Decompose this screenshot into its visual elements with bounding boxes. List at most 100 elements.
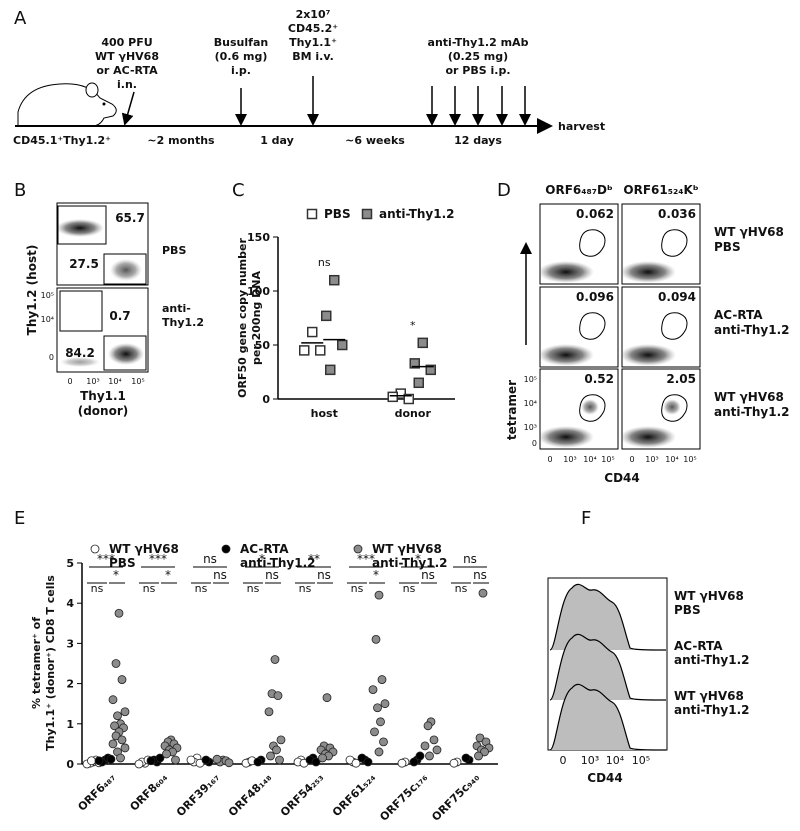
significance-label: ns (421, 568, 435, 582)
data-point (272, 745, 281, 755)
significance-label: ns (247, 582, 260, 595)
mouse-drawing (17, 83, 117, 127)
significance-label: * (165, 568, 171, 582)
legend-label: PBS (324, 207, 351, 221)
data-point (224, 758, 234, 768)
data-point (329, 274, 340, 286)
data-point (409, 358, 420, 369)
data-point (212, 754, 222, 764)
data-point (417, 337, 428, 349)
histogram-label: AC-RTA anti-Thy1.2 (674, 639, 750, 667)
data-point (311, 757, 321, 767)
panel-label: F (581, 508, 591, 529)
y-axis-label: Thy1.2 (host) (25, 245, 39, 336)
interval-label: 1 day (260, 134, 294, 147)
density-cloud (538, 344, 594, 366)
x-tick-label: 0 (547, 455, 552, 464)
data-point (368, 685, 378, 695)
data-point (351, 758, 361, 768)
data-point (155, 753, 165, 763)
legend-label: anti-Thy1.2 (379, 207, 455, 221)
significance-label: ns (351, 582, 364, 595)
timeline-start: CD45.1⁺Thy1.2⁺ (13, 134, 111, 147)
data-point (273, 691, 283, 701)
y-tick-label: 4 (66, 597, 74, 610)
gate (103, 335, 147, 371)
annotation: * (410, 319, 416, 332)
panel-label: B (14, 180, 26, 201)
data-point (374, 590, 384, 600)
x-tick-label: 10⁴ (665, 455, 678, 464)
density-cloud (663, 399, 681, 415)
gate (57, 205, 107, 245)
data-point (111, 659, 121, 668)
data-point (108, 739, 118, 749)
histogram (549, 583, 667, 651)
x-tick-label: 0 (67, 377, 72, 386)
density-cloud (538, 261, 594, 283)
x-tick-label: 10⁵ (683, 455, 696, 464)
significance-label: *** (357, 552, 375, 566)
significance-label: ns (455, 582, 468, 595)
data-point (397, 758, 407, 768)
timeline-end: harvest (558, 120, 605, 133)
y-tick-label: 0 (532, 439, 537, 448)
data-point (264, 707, 274, 717)
data-point (370, 727, 379, 737)
row-label: anti-Thy1.2 (162, 302, 204, 329)
column-label: ORF6₄₈₇Dᵇ (545, 183, 613, 197)
data-point (162, 749, 171, 759)
y-tick-label: 0 (49, 353, 54, 362)
legend-swatch (353, 544, 363, 554)
x-tick-label: 0 (560, 754, 567, 767)
y-tick-label: 2 (66, 678, 74, 691)
x-tick-label: 10³ (86, 377, 99, 386)
x-tick-label: host (311, 407, 338, 420)
data-point (318, 753, 327, 763)
data-point (117, 735, 127, 745)
panel-label: C (232, 180, 245, 201)
x-tick-label: 10⁵ (601, 455, 614, 464)
x-tick-label: 10⁴ (606, 754, 625, 767)
data-point (120, 707, 130, 717)
significance-label: ns (213, 568, 227, 582)
arrow (121, 91, 135, 126)
gate-value: 0.036 (658, 207, 696, 221)
gate-value: 65.7 (115, 211, 145, 225)
significance-label: ns (299, 582, 312, 595)
data-point (307, 326, 318, 338)
significance-label: ns (203, 552, 217, 566)
gate (579, 394, 606, 422)
x-tick-label: ORF75c₁₇₆ (377, 771, 430, 824)
x-tick-label: 10³ (581, 754, 599, 767)
y-tick-label: 150 (247, 231, 270, 244)
density-cloud (60, 357, 100, 367)
data-point (94, 756, 104, 766)
gate (579, 229, 606, 257)
row-label: WT γHV68 PBS (714, 225, 784, 254)
data-point (253, 757, 263, 767)
x-tick-label: ORF54₂₅₃ (278, 771, 326, 819)
data-point (380, 699, 390, 709)
data-point (423, 721, 433, 731)
data-point (373, 703, 382, 713)
y-tick-label: 50 (255, 339, 271, 352)
data-point (377, 675, 387, 684)
legend-swatch (361, 208, 373, 220)
histogram (549, 633, 667, 701)
data-point (186, 755, 196, 765)
data-point (201, 755, 211, 765)
data-point (146, 756, 156, 766)
y-tick-label: 3 (66, 637, 74, 650)
y-tick-label: 10⁵ (41, 291, 54, 300)
data-point (87, 756, 96, 766)
x-axis-label: CD44 (604, 471, 639, 485)
significance-label: * (415, 552, 421, 566)
panel-label: D (497, 180, 511, 201)
data-point (425, 364, 436, 376)
data-point (111, 731, 121, 741)
event-label: Busulfan (0.6 mg) i.p. (214, 36, 268, 77)
data-point (322, 693, 332, 703)
y-tick-label: 100 (247, 285, 270, 298)
y-axis-label: ORF50 gene copy numberper 200ng DNA (236, 238, 263, 398)
